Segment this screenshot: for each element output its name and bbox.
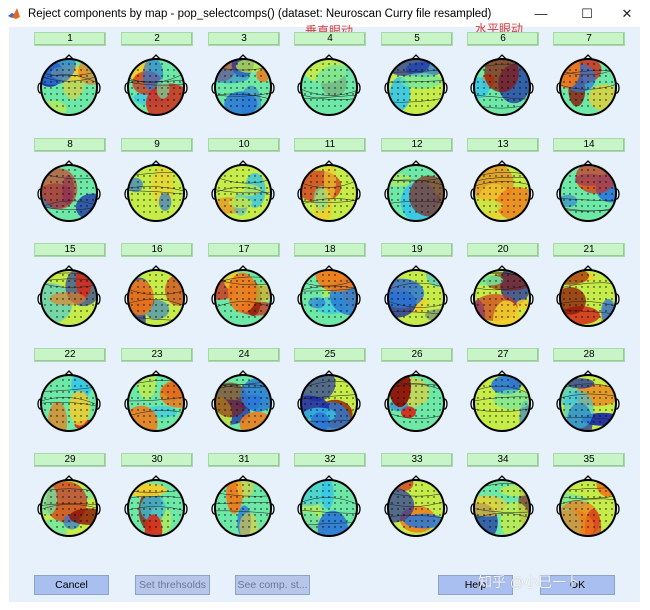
component-26-button[interactable]: 26 — [381, 348, 453, 362]
component-23-button[interactable]: 23 — [121, 348, 193, 362]
component-25-topomap[interactable] — [296, 368, 362, 434]
component-19-topomap[interactable] — [383, 263, 449, 329]
minimize-button[interactable]: — — [534, 6, 548, 21]
see-comp-stats-button[interactable]: See comp. st... — [235, 575, 310, 595]
component-10-topomap[interactable] — [210, 158, 276, 224]
component-12-button[interactable]: 12 — [381, 138, 453, 152]
component-21-button[interactable]: 21 — [553, 243, 625, 257]
component-15-button[interactable]: 15 — [34, 243, 106, 257]
component-15-topomap[interactable] — [36, 263, 102, 329]
component-21-topomap[interactable] — [555, 263, 621, 329]
component-17-topomap[interactable] — [210, 263, 276, 329]
component-16-topomap[interactable] — [123, 263, 189, 329]
component-2-button[interactable]: 2 — [121, 32, 193, 46]
component-31-button[interactable]: 31 — [208, 453, 280, 467]
component-1-button[interactable]: 1 — [34, 32, 106, 46]
component-12-topomap[interactable] — [383, 158, 449, 224]
component-6-topomap[interactable] — [469, 52, 535, 118]
component-1-topomap[interactable] — [36, 52, 102, 118]
cancel-button[interactable]: Cancel — [34, 575, 109, 595]
component-3-topomap[interactable] — [210, 52, 276, 118]
component-13-topomap[interactable] — [469, 158, 535, 224]
component-14-topomap[interactable] — [555, 158, 621, 224]
component-26-topomap[interactable] — [383, 368, 449, 434]
component-32-button[interactable]: 32 — [294, 453, 366, 467]
component-9-topomap[interactable] — [123, 158, 189, 224]
component-20-button[interactable]: 20 — [467, 243, 539, 257]
component-28-button[interactable]: 28 — [553, 348, 625, 362]
set-thresholds-button[interactable]: Set threhsolds — [135, 575, 210, 595]
component-25-button[interactable]: 25 — [294, 348, 366, 362]
component-33-topomap[interactable] — [383, 473, 449, 539]
component-14-button[interactable]: 14 — [553, 138, 625, 152]
component-29-button[interactable]: 29 — [34, 453, 106, 467]
component-30-button[interactable]: 30 — [121, 453, 193, 467]
component-19-button[interactable]: 19 — [381, 243, 453, 257]
ok-button[interactable]: OK — [540, 575, 615, 595]
component-3-button[interactable]: 3 — [208, 32, 280, 46]
component-22-button[interactable]: 22 — [34, 348, 106, 362]
component-5-topomap[interactable] — [383, 52, 449, 118]
component-6-button[interactable]: 6 — [467, 32, 539, 46]
component-23-topomap[interactable] — [123, 368, 189, 434]
component-29-topomap[interactable] — [36, 473, 102, 539]
title-bar: Reject components by map - pop_selectcom… — [0, 0, 650, 27]
component-30-topomap[interactable] — [123, 473, 189, 539]
component-10-button[interactable]: 10 — [208, 138, 280, 152]
maximize-button[interactable]: ☐ — [581, 5, 593, 21]
component-4-topomap[interactable] — [296, 52, 362, 118]
component-8-topomap[interactable] — [36, 158, 102, 224]
component-7-button[interactable]: 7 — [553, 32, 625, 46]
close-button[interactable]: ✕ — [621, 5, 633, 21]
component-8-button[interactable]: 8 — [34, 138, 106, 152]
component-11-button[interactable]: 11 — [294, 138, 366, 152]
component-18-topomap[interactable] — [296, 263, 362, 329]
component-28-topomap[interactable] — [555, 368, 621, 434]
help-button[interactable]: Help — [438, 575, 513, 595]
component-34-button[interactable]: 34 — [467, 453, 539, 467]
component-35-topomap[interactable] — [555, 473, 621, 539]
component-20-topomap[interactable] — [469, 263, 535, 329]
component-31-topomap[interactable] — [210, 473, 276, 539]
component-17-button[interactable]: 17 — [208, 243, 280, 257]
window-title: Reject components by map - pop_selectcom… — [28, 7, 492, 20]
component-16-button[interactable]: 16 — [121, 243, 193, 257]
component-33-button[interactable]: 33 — [381, 453, 453, 467]
watermark: 知乎 @小巳一卜 — [478, 574, 581, 590]
component-34-topomap[interactable] — [469, 473, 535, 539]
component-27-topomap[interactable] — [469, 368, 535, 434]
component-5-button[interactable]: 5 — [381, 32, 453, 46]
component-27-button[interactable]: 27 — [467, 348, 539, 362]
component-11-topomap[interactable] — [296, 158, 362, 224]
component-18-button[interactable]: 18 — [294, 243, 366, 257]
component-32-topomap[interactable] — [296, 473, 362, 539]
component-9-button[interactable]: 9 — [121, 138, 193, 152]
component-7-topomap[interactable] — [555, 52, 621, 118]
component-2-topomap[interactable] — [123, 52, 189, 118]
component-13-button[interactable]: 13 — [467, 138, 539, 152]
component-35-button[interactable]: 35 — [553, 453, 625, 467]
component-22-topomap[interactable] — [36, 368, 102, 434]
component-24-button[interactable]: 24 — [208, 348, 280, 362]
component-4-button[interactable]: 4 — [294, 32, 366, 46]
component-24-topomap[interactable] — [210, 368, 276, 434]
matlab-icon — [6, 6, 22, 22]
